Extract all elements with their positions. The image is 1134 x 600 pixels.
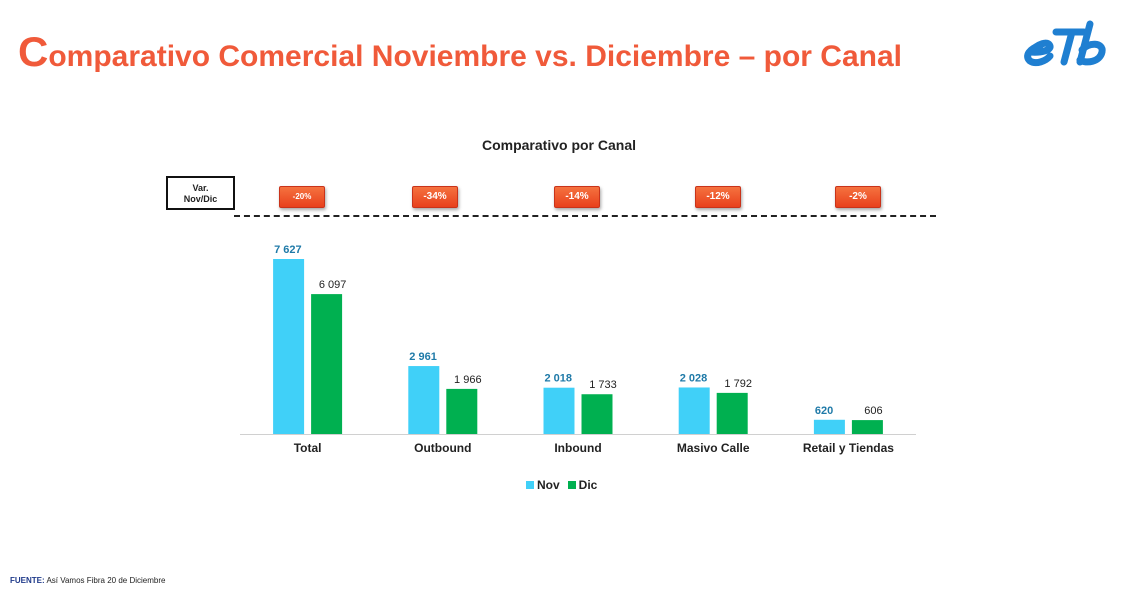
data-label-nov-inbound: 2 018 [545, 373, 573, 385]
bar-nov-total [273, 259, 305, 434]
data-label-dic-masivo-calle: 1 792 [724, 378, 752, 390]
variation-divider [234, 215, 936, 217]
variation-badge-masivo-calle: -12% [695, 186, 741, 208]
title-first-letter: C [18, 28, 49, 75]
variation-label-line2: Nov/Dic [183, 194, 218, 204]
x-tick-label-masivo-calle: Masivo Calle [677, 441, 750, 455]
bar-nov-outbound [408, 366, 440, 434]
data-label-dic-retail-y-tiendas: 606 [864, 405, 882, 417]
chart-legend: Nov Dic [526, 478, 597, 492]
data-label-nov-total: 7 627 [274, 244, 302, 256]
title-rest: omparativo Comercial Noviembre vs. Dicie… [48, 40, 902, 73]
variation-label-line1: Var. [192, 183, 209, 193]
bar-nov-masivo-calle [678, 387, 710, 434]
legend-label-dic: Dic [578, 478, 598, 492]
data-label-nov-retail-y-tiendas: 620 [815, 405, 833, 417]
variation-badge-inbound: -14% [554, 186, 600, 208]
x-tick-label-total: Total [294, 441, 322, 455]
bar-dic-outbound [446, 388, 478, 434]
bar-nov-inbound [543, 387, 575, 434]
variation-badge-retail: -2% [835, 186, 881, 208]
source-note: FUENTE: Así Vamos Fibra 20 de Diciembre [10, 576, 165, 585]
bar-dic-inbound [581, 394, 613, 434]
data-label-dic-total: 6 097 [319, 279, 347, 291]
variation-badge-outbound: -34% [412, 186, 458, 208]
data-label-nov-masivo-calle: 2 028 [680, 372, 708, 384]
legend-label-nov: Nov [537, 478, 560, 492]
variation-label: Var. Nov/Dic [166, 176, 235, 210]
etb-logo-icon [1024, 20, 1106, 67]
source-label: FUENTE: [10, 576, 45, 585]
chart-title: Comparativo por Canal [481, 137, 637, 153]
bar-nov-retail-y-tiendas [813, 419, 845, 434]
source-text: Así Vamos Fibra 20 de Diciembre [46, 576, 166, 585]
legend-item-dic: Dic [567, 478, 598, 492]
bar-dic-retail-y-tiendas [851, 420, 883, 434]
data-label-dic-outbound: 1 966 [454, 374, 482, 386]
data-label-dic-inbound: 1 733 [589, 379, 617, 391]
legend-swatch-nov [526, 481, 534, 489]
page-title: Comparativo Comercial Noviembre vs. Dici… [18, 28, 902, 76]
bar-dic-total [311, 294, 343, 434]
legend-swatch-dic [567, 481, 576, 489]
x-tick-label-outbound: Outbound [414, 441, 471, 455]
x-tick-label-inbound: Inbound [554, 441, 601, 455]
data-label-nov-outbound: 2 961 [409, 351, 437, 363]
bar-dic-masivo-calle [716, 392, 748, 434]
x-tick-label-retail-y-tiendas: Retail y Tiendas [803, 441, 894, 455]
legend-item-nov: Nov [526, 478, 560, 492]
variation-badge-total: -20% [279, 186, 325, 208]
